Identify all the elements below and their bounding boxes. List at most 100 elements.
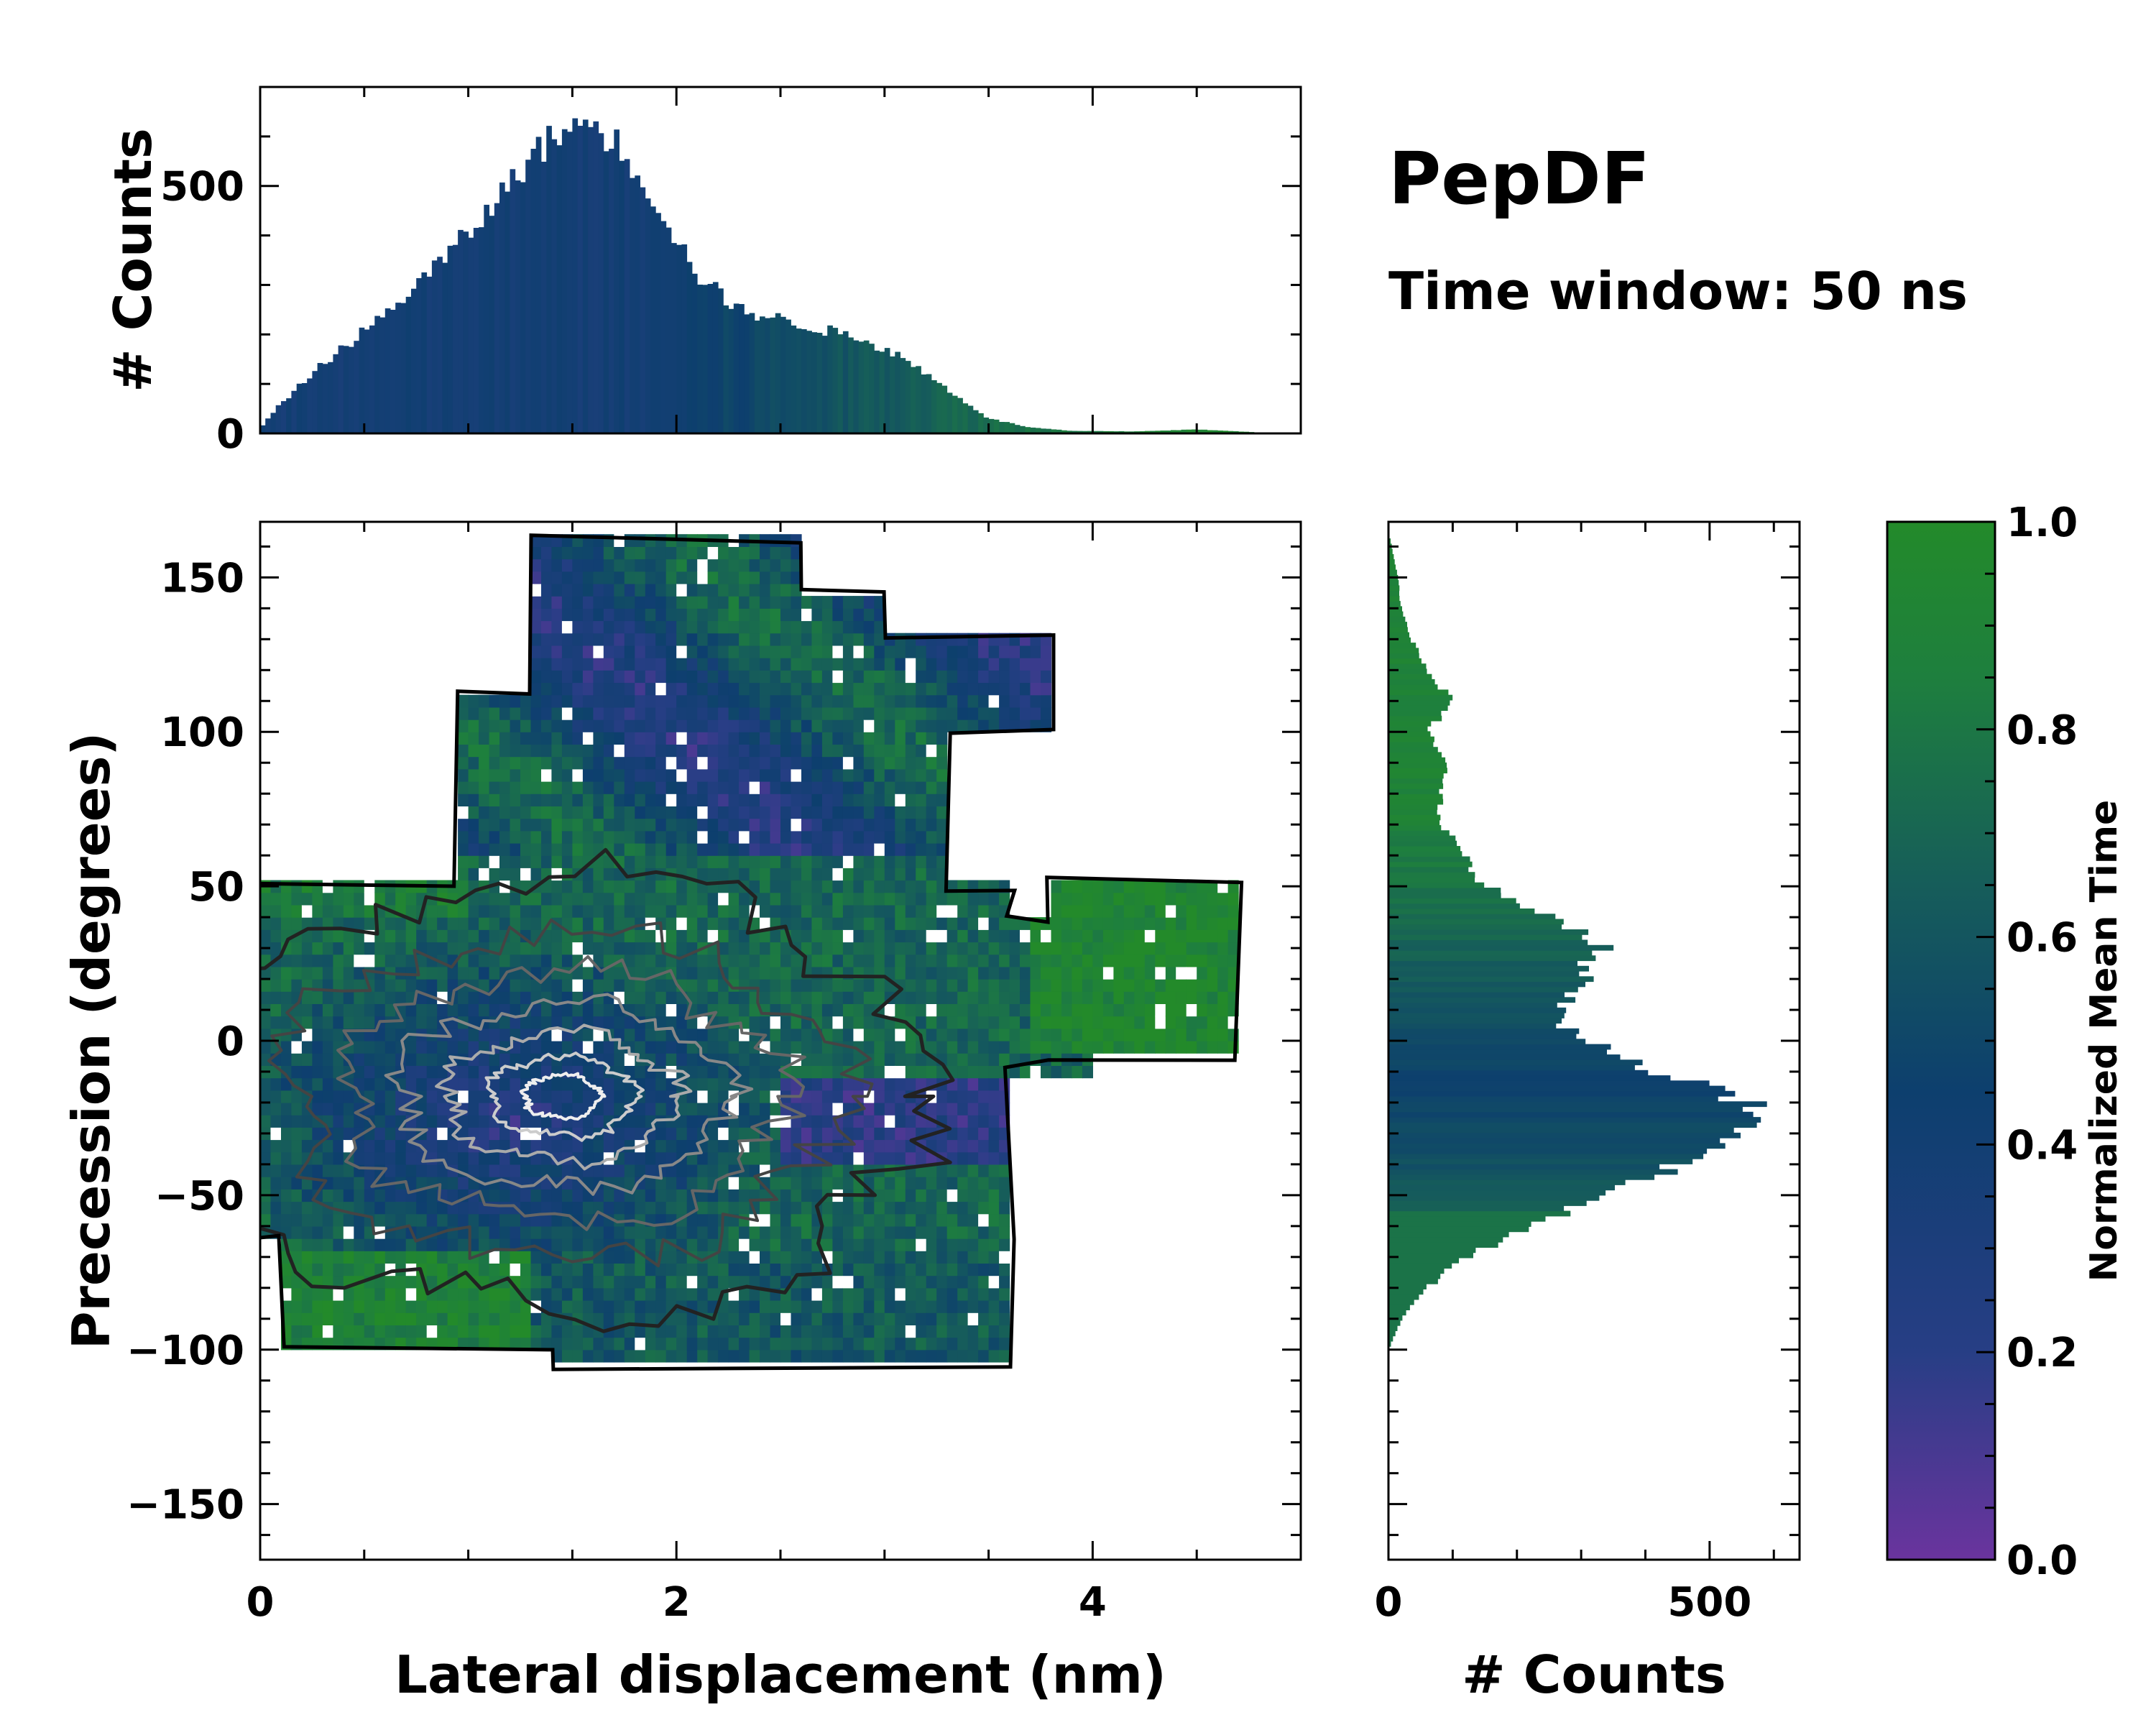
heatmap-cell bbox=[260, 929, 272, 943]
heatmap-cell bbox=[988, 1164, 1000, 1177]
heatmap-cell bbox=[1082, 904, 1093, 918]
heatmap-cell bbox=[916, 1337, 927, 1351]
heatmap-cell bbox=[780, 1325, 792, 1338]
heatmap-cell bbox=[676, 781, 688, 794]
heatmap-cell bbox=[530, 1275, 542, 1289]
heatmap-cell bbox=[665, 1003, 677, 1017]
heatmap-cell bbox=[863, 1325, 875, 1338]
heatmap-cell bbox=[1072, 942, 1083, 955]
heatmap-cell bbox=[946, 991, 958, 1004]
heatmap-cell bbox=[853, 1225, 865, 1239]
heatmap-cell bbox=[530, 806, 542, 819]
heatmap-cell bbox=[541, 1325, 553, 1338]
right-histogram-bar bbox=[1388, 1289, 1424, 1295]
heatmap-cell bbox=[655, 1139, 667, 1153]
heatmap-cell bbox=[988, 942, 1000, 955]
right-histogram-bar bbox=[1388, 898, 1516, 904]
heatmap-cell bbox=[718, 645, 729, 658]
heatmap-cell bbox=[916, 1016, 927, 1029]
heatmap-cell bbox=[312, 1164, 323, 1177]
heatmap-cell bbox=[468, 1090, 479, 1103]
heatmap-cell bbox=[551, 682, 563, 696]
heatmap-cell bbox=[821, 1213, 833, 1227]
heatmap-cell bbox=[603, 1115, 614, 1128]
heatmap-cell bbox=[655, 744, 667, 758]
heatmap-cell bbox=[874, 1312, 885, 1325]
heatmap-cell bbox=[967, 1164, 979, 1177]
heatmap-cell bbox=[967, 1251, 979, 1264]
heatmap-cell bbox=[946, 1225, 958, 1239]
heatmap-cell bbox=[510, 904, 521, 918]
heatmap-cell bbox=[447, 1028, 459, 1041]
heatmap-cell bbox=[1020, 979, 1031, 992]
heatmap-cell bbox=[468, 732, 479, 745]
heatmap-cell bbox=[936, 781, 948, 794]
heatmap-cell bbox=[874, 1225, 885, 1239]
heatmap-cell bbox=[458, 794, 469, 806]
heatmap-cell bbox=[561, 830, 573, 844]
heatmap-cell bbox=[760, 929, 771, 943]
heatmap-cell bbox=[842, 1016, 854, 1029]
heatmap-cell bbox=[499, 732, 511, 745]
heatmap-cell bbox=[551, 732, 563, 745]
heatmap-cell bbox=[884, 1103, 895, 1116]
heatmap-cell bbox=[499, 806, 511, 819]
right-histogram-bar bbox=[1388, 1117, 1761, 1123]
heatmap-cell bbox=[1165, 880, 1176, 893]
heatmap-cell bbox=[697, 991, 709, 1004]
heatmap-cell bbox=[1144, 904, 1156, 918]
heatmap-cell bbox=[978, 1115, 990, 1128]
heatmap-cell bbox=[1165, 991, 1176, 1004]
heatmap-cell bbox=[957, 658, 969, 671]
heatmap-cell bbox=[988, 1275, 1000, 1289]
heatmap-cell bbox=[863, 781, 875, 794]
heatmap-cell bbox=[458, 744, 469, 758]
heatmap-cell bbox=[260, 1213, 272, 1227]
top-histogram-bar bbox=[619, 160, 625, 433]
heatmap-cell bbox=[593, 620, 604, 634]
heatmap-cell bbox=[665, 892, 677, 906]
heatmap-cell bbox=[458, 1139, 469, 1153]
heatmap-cell bbox=[354, 979, 365, 992]
heatmap-cell bbox=[760, 744, 771, 758]
right-histogram-bar bbox=[1388, 778, 1443, 784]
heatmap-cell bbox=[999, 929, 1010, 943]
right-histogram-bar bbox=[1388, 689, 1449, 696]
heatmap-cell bbox=[551, 806, 563, 819]
heatmap-cell bbox=[333, 1164, 344, 1177]
heatmap-cell bbox=[645, 744, 656, 758]
right-histogram-bar bbox=[1388, 1263, 1452, 1269]
heatmap-cell bbox=[551, 1016, 563, 1029]
heatmap-cell bbox=[739, 1127, 750, 1141]
right-histogram-bar bbox=[1388, 1028, 1580, 1034]
heatmap-cell bbox=[541, 1201, 553, 1215]
heatmap-cell bbox=[301, 929, 313, 943]
heatmap-cell bbox=[832, 1287, 844, 1301]
heatmap-cell bbox=[791, 744, 802, 758]
heatmap-cell bbox=[624, 1090, 635, 1103]
heatmap-cell bbox=[1207, 1016, 1218, 1029]
heatmap-cell bbox=[395, 1151, 407, 1165]
heatmap-cell bbox=[426, 1164, 438, 1177]
heatmap-cell bbox=[801, 1189, 813, 1202]
heatmap-cell bbox=[842, 768, 854, 782]
heatmap-cell bbox=[946, 1139, 958, 1153]
heatmap-cell bbox=[333, 1053, 344, 1066]
heatmap-cell bbox=[530, 632, 542, 646]
heatmap-cell bbox=[697, 768, 709, 782]
heatmap-cell bbox=[665, 558, 677, 572]
heatmap-cell bbox=[603, 620, 614, 634]
heatmap-cell bbox=[895, 707, 906, 720]
heatmap-cell bbox=[780, 806, 792, 819]
top-histogram-bar bbox=[489, 216, 495, 433]
heatmap-cell bbox=[603, 1103, 614, 1116]
heatmap-cell bbox=[645, 1151, 656, 1165]
top-histogram-bar bbox=[630, 178, 635, 433]
heatmap-cell bbox=[832, 929, 844, 943]
heatmap-cell bbox=[1102, 954, 1114, 967]
heatmap-cell bbox=[707, 1077, 719, 1091]
heatmap-cell bbox=[863, 843, 875, 856]
heatmap-cell bbox=[946, 1300, 958, 1313]
heatmap-cell bbox=[916, 1213, 927, 1227]
